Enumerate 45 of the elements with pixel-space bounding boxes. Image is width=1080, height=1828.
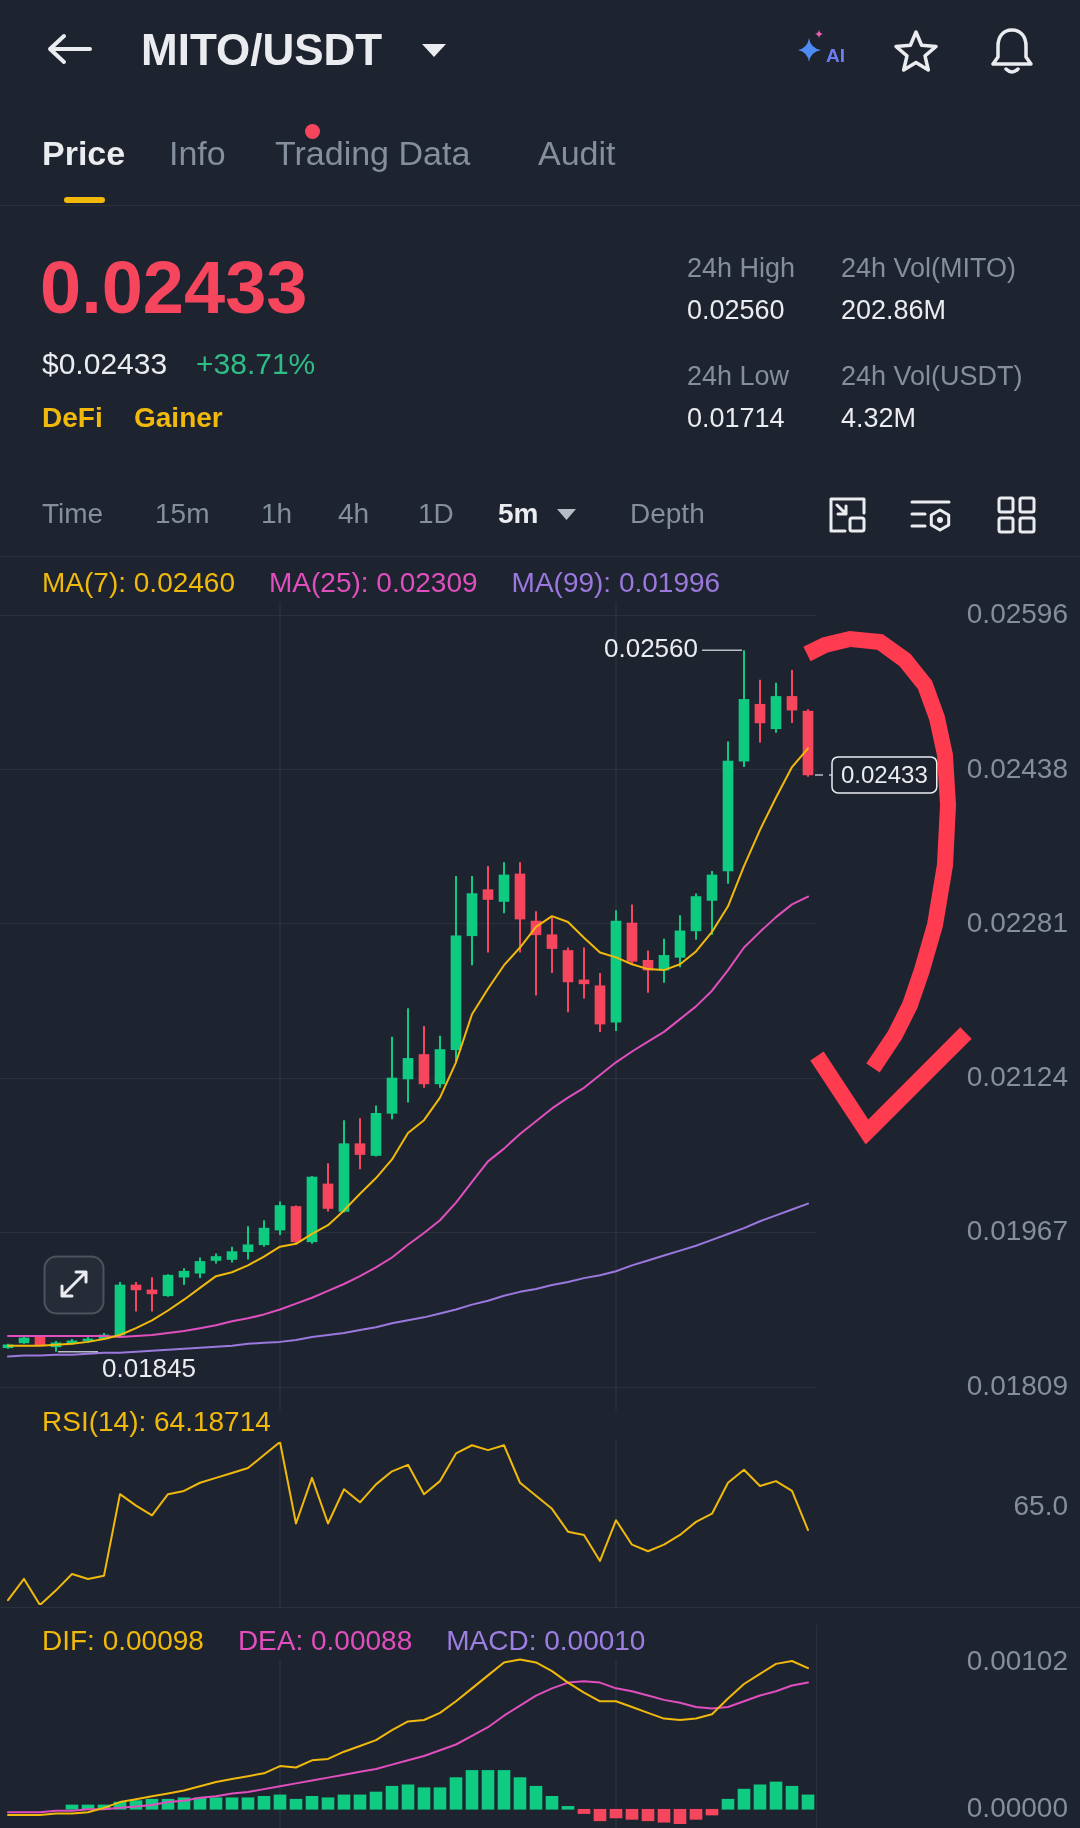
text: 24h Low <box>687 359 790 393</box>
text: DIF: 0.00098 <box>42 1624 204 1658</box>
y-tick-label: 0.00102 <box>966 1645 1068 1677</box>
text: Audit <box>538 132 616 174</box>
text: 202.86M <box>841 293 947 327</box>
text: Gainer <box>134 401 223 435</box>
text: +38.71% <box>196 346 316 382</box>
text: Depth <box>630 497 705 531</box>
text: 1h <box>261 497 293 531</box>
text: AI <box>826 44 845 68</box>
ref-line-label: 0.02433 <box>841 760 928 788</box>
y-tick-label: 0.02438 <box>966 752 1068 784</box>
text: 65.0 <box>1013 1489 1068 1521</box>
text: $0.02433 <box>42 346 168 382</box>
text: MA(25): 0.02309 <box>269 566 478 600</box>
y-tick-label: 0.02596 <box>966 597 1068 629</box>
text: MA(7): 0.02460 <box>42 566 235 600</box>
y-tick-label: 0.00000 <box>966 1792 1068 1823</box>
text: 1D <box>418 497 454 531</box>
text: 4h <box>338 497 370 531</box>
text: 24h Vol(USDT) <box>841 359 1023 393</box>
y-tick-label: 0.02281 <box>966 906 1068 938</box>
text: 0.02560 <box>687 293 785 327</box>
text: 0.01714 <box>687 401 785 435</box>
text: Info <box>169 132 226 174</box>
text: MA(99): 0.01996 <box>511 566 721 600</box>
annotation: MACD: 0.00010 <box>446 1624 646 1658</box>
text: Trading Data <box>275 132 471 174</box>
text: 4.32M <box>841 401 917 435</box>
series-label: RSI(14): 64.18714 <box>42 1405 271 1439</box>
y-tick-label: 0.01967 <box>966 1214 1068 1246</box>
text: Time <box>42 497 104 531</box>
annotation: 0.01845 <box>102 1352 196 1383</box>
annotation: 0.02560 <box>604 633 698 664</box>
text: 24h Vol(MITO) <box>841 251 1017 285</box>
text: MITO/USDT <box>141 23 383 76</box>
text: Price <box>42 132 126 174</box>
text: DeFi <box>42 401 103 435</box>
text: 24h High <box>687 251 796 285</box>
text: DEA: 0.00088 <box>237 1624 413 1658</box>
text: 0.02433 <box>40 244 308 331</box>
text: 15m <box>155 497 210 531</box>
text: 5m <box>498 497 539 531</box>
y-tick-label: 0.02124 <box>966 1060 1068 1092</box>
y-tick-label: 0.01809 <box>966 1369 1068 1401</box>
